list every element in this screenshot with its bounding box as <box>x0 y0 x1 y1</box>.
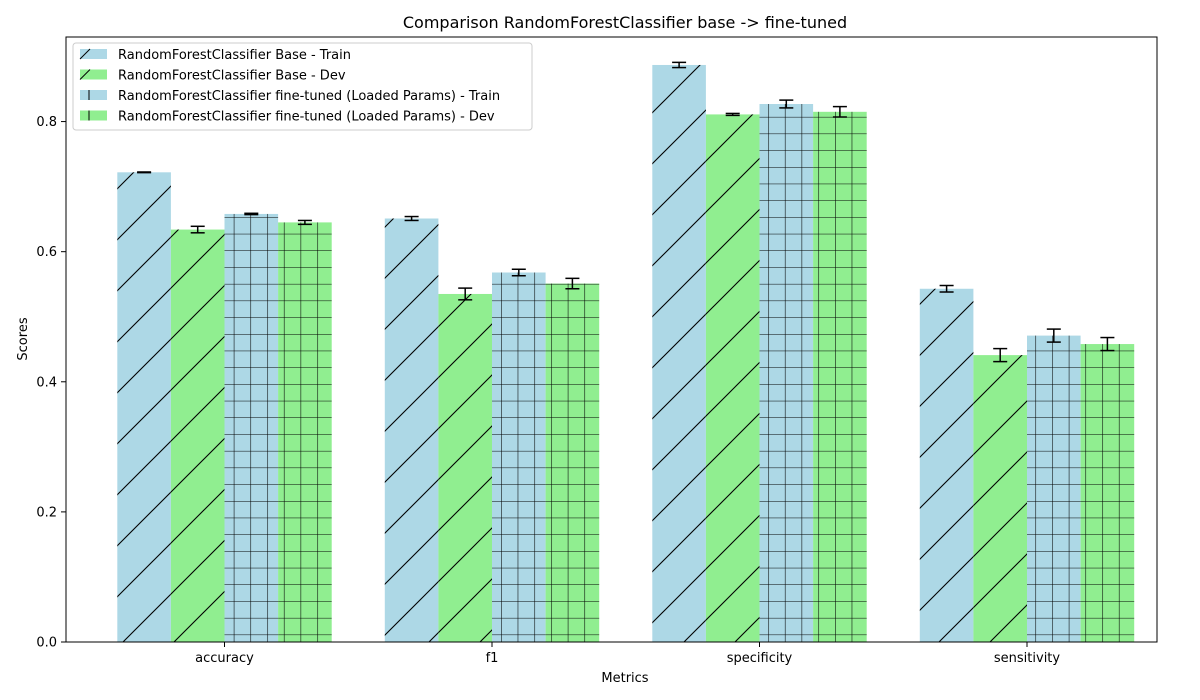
error-bar-f1-series-2 <box>458 287 473 301</box>
error-bar-specificity-series-2 <box>725 112 740 117</box>
legend-swatch <box>80 90 107 100</box>
error-bar-sensitivity-series-4 <box>1100 336 1115 352</box>
bars-layer <box>117 64 1135 643</box>
bar-hatch <box>545 283 600 642</box>
bar-hatch <box>278 222 332 642</box>
bar-hatch <box>224 213 279 643</box>
x-tick-label-sensitivity: sensitivity <box>994 651 1061 666</box>
y-tick-label: 0.6 <box>36 245 57 260</box>
legend-box <box>72 42 533 131</box>
bar-sensitivity-series-3 <box>1027 335 1081 642</box>
y-axis-ticks: 0.0 0.2 0.4 0.6 0.8 <box>36 115 66 651</box>
legend-label: RandomForestClassifier fine-tuned (Loade… <box>118 110 495 125</box>
bar-f1-series-1 <box>384 218 439 642</box>
bar-hatch <box>652 64 706 642</box>
error-bar-f1-series-3 <box>511 268 526 277</box>
bar-hatch <box>919 288 974 642</box>
bar-f1-series-4 <box>545 283 600 642</box>
legend-item-2: RandomForestClassifier Base - Dev <box>79 69 346 84</box>
legend-swatch <box>80 49 107 59</box>
x-tick-label-specificity: specificity <box>727 651 793 666</box>
legend-item-4: RandomForestClassifier fine-tuned (Loade… <box>80 110 495 125</box>
bar-f1-series-3 <box>492 272 546 642</box>
legend-swatch <box>80 69 107 80</box>
error-bar-sensitivity-series-1 <box>939 284 954 293</box>
error-bar-accuracy-series-3 <box>244 212 259 216</box>
y-tick-label: 0.4 <box>36 375 57 390</box>
legend-label: RandomForestClassifier fine-tuned (Loade… <box>118 89 500 104</box>
x-axis-label: Metrics <box>601 671 648 686</box>
error-bar-specificity-series-4 <box>832 105 847 118</box>
error-bar-specificity-series-1 <box>672 61 687 69</box>
legend-swatch <box>80 110 107 121</box>
bar-f1-series-2 <box>438 293 492 642</box>
bar-hatch <box>705 114 760 642</box>
error-bar-accuracy-series-2 <box>190 225 205 234</box>
y-tick-label: 0.8 <box>36 115 57 130</box>
legend-item-3: RandomForestClassifier fine-tuned (Loade… <box>80 89 500 104</box>
bar-sensitivity-series-4 <box>1080 344 1135 642</box>
error-bar-specificity-series-3 <box>779 99 794 109</box>
legend: RandomForestClassifier Base - Train Rando… <box>72 42 533 131</box>
bar-accuracy-series-1 <box>117 172 171 642</box>
legend-items: RandomForestClassifier Base - Train Rando… <box>79 48 500 125</box>
y-axis-label: Scores <box>16 317 31 360</box>
bar-hatch <box>759 104 814 643</box>
bar-hatch <box>170 229 225 642</box>
y-tick-label: 0.2 <box>36 505 57 520</box>
bar-hatch <box>1027 335 1081 642</box>
y-tick-label: 0.0 <box>36 636 57 651</box>
error-bars-layer <box>137 61 1115 363</box>
legend-item-1: RandomForestClassifier Base - Train <box>79 48 351 63</box>
bar-specificity-series-1 <box>652 64 706 642</box>
bar-accuracy-series-2 <box>170 229 225 642</box>
bar-sensitivity-series-2 <box>973 355 1027 642</box>
error-bar-f1-series-4 <box>565 277 580 290</box>
bar-accuracy-series-4 <box>278 222 332 642</box>
bar-hatch <box>1080 344 1135 642</box>
x-tick-label-accuracy: accuracy <box>195 651 254 666</box>
bar-hatch <box>384 218 439 642</box>
error-bar-f1-series-1 <box>404 215 419 222</box>
error-bar-accuracy-series-1 <box>137 171 152 174</box>
legend-label: RandomForestClassifier Base - Dev <box>118 69 346 84</box>
bar-hatch <box>438 293 492 642</box>
plot-frame <box>65 36 1158 643</box>
bar-hatch <box>813 111 867 642</box>
chart-title: Comparison RandomForestClassifier base -… <box>403 13 847 32</box>
bar-accuracy-series-3 <box>224 213 279 643</box>
bar-hatch <box>973 355 1027 642</box>
x-tick-label-f1: f1 <box>486 651 499 666</box>
error-bar-sensitivity-series-3 <box>1046 328 1061 343</box>
x-axis-ticks: accuracy f1 specificity sensitivity <box>195 642 1060 666</box>
bar-specificity-series-3 <box>759 104 814 643</box>
legend-label: RandomForestClassifier Base - Train <box>118 48 351 63</box>
error-bar-accuracy-series-4 <box>297 219 312 226</box>
legend-swatch-hatch <box>79 69 91 80</box>
bar-specificity-series-2 <box>705 114 760 642</box>
legend-swatch-hatch <box>79 48 91 60</box>
bar-sensitivity-series-1 <box>919 288 974 642</box>
error-bar-sensitivity-series-2 <box>993 347 1008 363</box>
bar-specificity-series-4 <box>813 111 867 642</box>
bar-hatch <box>492 272 546 642</box>
bar-hatch <box>117 172 171 642</box>
